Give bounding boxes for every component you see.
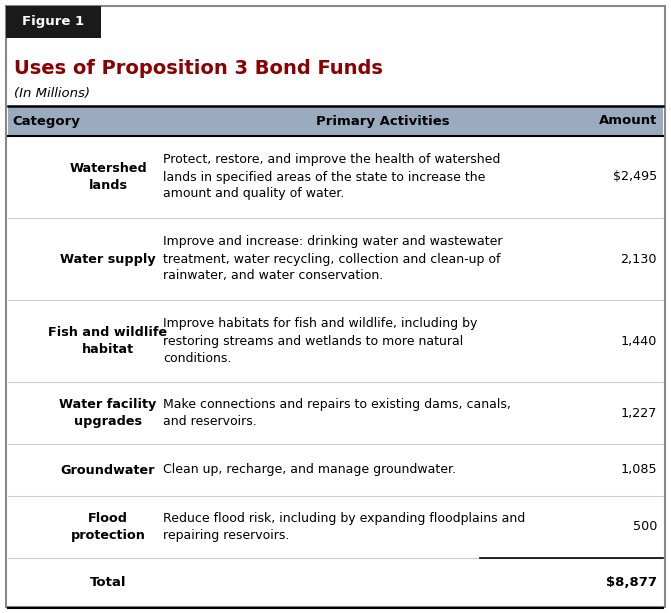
Text: Water supply: Water supply bbox=[60, 253, 156, 265]
Text: Primary Activities: Primary Activities bbox=[316, 115, 450, 128]
Text: 2,130: 2,130 bbox=[621, 253, 657, 265]
Text: Reduce flood risk, including by expanding floodplains and
repairing reservoirs.: Reduce flood risk, including by expandin… bbox=[163, 512, 525, 542]
Text: (In Millions): (In Millions) bbox=[14, 86, 90, 99]
Text: Water facility
upgrades: Water facility upgrades bbox=[59, 398, 156, 428]
Text: Watershed
lands: Watershed lands bbox=[69, 162, 147, 192]
Text: $2,495: $2,495 bbox=[613, 170, 657, 183]
Text: 1,085: 1,085 bbox=[621, 463, 657, 476]
Bar bbox=[6, 6, 101, 38]
Text: 500: 500 bbox=[633, 520, 657, 533]
Text: Category: Category bbox=[12, 115, 80, 128]
Text: Clean up, recharge, and manage groundwater.: Clean up, recharge, and manage groundwat… bbox=[163, 463, 456, 476]
Text: 1,227: 1,227 bbox=[621, 406, 657, 419]
Text: $8,877: $8,877 bbox=[606, 576, 657, 590]
Text: Uses of Proposition 3 Bond Funds: Uses of Proposition 3 Bond Funds bbox=[14, 58, 383, 77]
Bar bbox=[8, 106, 663, 136]
Text: Improve habitats for fish and wildlife, including by
restoring streams and wetla: Improve habitats for fish and wildlife, … bbox=[163, 318, 477, 365]
Text: 1,440: 1,440 bbox=[621, 335, 657, 348]
Text: Figure 1: Figure 1 bbox=[22, 15, 85, 28]
Text: Amount: Amount bbox=[599, 115, 657, 128]
Text: Protect, restore, and improve the health of watershed
lands in specified areas o: Protect, restore, and improve the health… bbox=[163, 153, 501, 200]
Text: Total: Total bbox=[90, 576, 126, 590]
Text: Make connections and repairs to existing dams, canals,
and reservoirs.: Make connections and repairs to existing… bbox=[163, 398, 511, 428]
Text: Fish and wildlife
habitat: Fish and wildlife habitat bbox=[48, 326, 168, 356]
Text: Groundwater: Groundwater bbox=[61, 463, 155, 476]
Text: Improve and increase: drinking water and wastewater
treatment, water recycling, : Improve and increase: drinking water and… bbox=[163, 235, 503, 283]
Text: Flood
protection: Flood protection bbox=[70, 512, 146, 542]
